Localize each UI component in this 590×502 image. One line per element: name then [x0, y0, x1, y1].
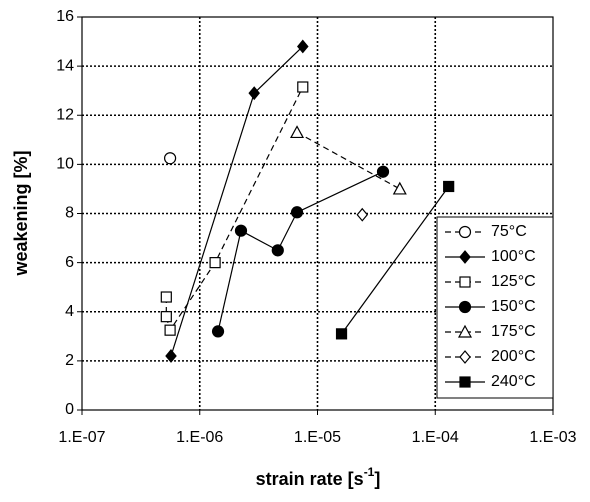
- x-tick-label: 1.E-06: [176, 429, 223, 446]
- marker: [234, 224, 248, 237]
- y-tick-label: 10: [56, 156, 74, 173]
- x-tick-label: 1.E-07: [58, 429, 105, 446]
- y-tick-label: 4: [65, 303, 74, 320]
- legend-label: 240°C: [491, 373, 536, 390]
- marker: [271, 244, 284, 257]
- legend-label: 125°C: [491, 273, 536, 290]
- y-tick-label: 2: [65, 352, 74, 369]
- marker: [297, 39, 309, 54]
- series-line: [165, 86, 304, 332]
- legend-label: 150°C: [491, 298, 536, 315]
- legend-marker: [457, 324, 473, 338]
- marker: [211, 325, 225, 338]
- legend-marker: [458, 225, 472, 239]
- marker: [392, 181, 407, 195]
- legend-marker: [459, 250, 471, 264]
- y-tick-label: 14: [56, 57, 74, 74]
- y-tick-label: 6: [65, 254, 74, 271]
- marker: [356, 207, 369, 222]
- legend: 75°C 100°C 125°C 150°C 175°C 200°C 240°C: [436, 216, 554, 399]
- x-axis-label: strain rate [s-1]: [256, 465, 381, 489]
- legend-label: 200°C: [491, 348, 536, 365]
- marker: [290, 206, 304, 219]
- y-axis-label: weakening [%]: [11, 150, 31, 276]
- y-tick-label: 16: [56, 8, 74, 25]
- x-tick-label: 1.E-03: [529, 429, 576, 446]
- x-axis-label-sup: -1: [364, 465, 375, 479]
- marker: [376, 165, 390, 178]
- series-line: [341, 186, 450, 335]
- marker: [290, 125, 305, 139]
- legend-marker: [459, 376, 471, 388]
- legend-label: 75°C: [491, 223, 527, 240]
- legend-marker: [459, 350, 471, 364]
- y-tick-label: 0: [65, 401, 74, 418]
- marker: [297, 81, 309, 93]
- marker: [443, 180, 455, 193]
- marker: [209, 257, 221, 269]
- marker: [164, 324, 176, 336]
- series-line: [296, 131, 401, 190]
- x-tick-label: 1.E-04: [412, 429, 459, 446]
- y-tick-label: 12: [56, 106, 74, 123]
- marker: [163, 152, 177, 165]
- series-line: [217, 171, 384, 332]
- legend-label: 175°C: [491, 323, 536, 340]
- series-line: [170, 46, 304, 357]
- marker: [335, 328, 348, 340]
- legend-label: 100°C: [491, 248, 536, 265]
- marker: [160, 311, 172, 323]
- x-axis-label-main: strain rate [s: [256, 469, 364, 489]
- x-tick-label: 1.E-05: [294, 429, 341, 446]
- marker: [165, 349, 177, 363]
- x-axis-label-end: ]: [374, 469, 380, 489]
- legend-marker: [458, 300, 472, 314]
- marker: [160, 291, 172, 303]
- y-tick-label: 8: [65, 205, 74, 222]
- marker: [248, 86, 260, 101]
- legend-marker: [459, 276, 471, 288]
